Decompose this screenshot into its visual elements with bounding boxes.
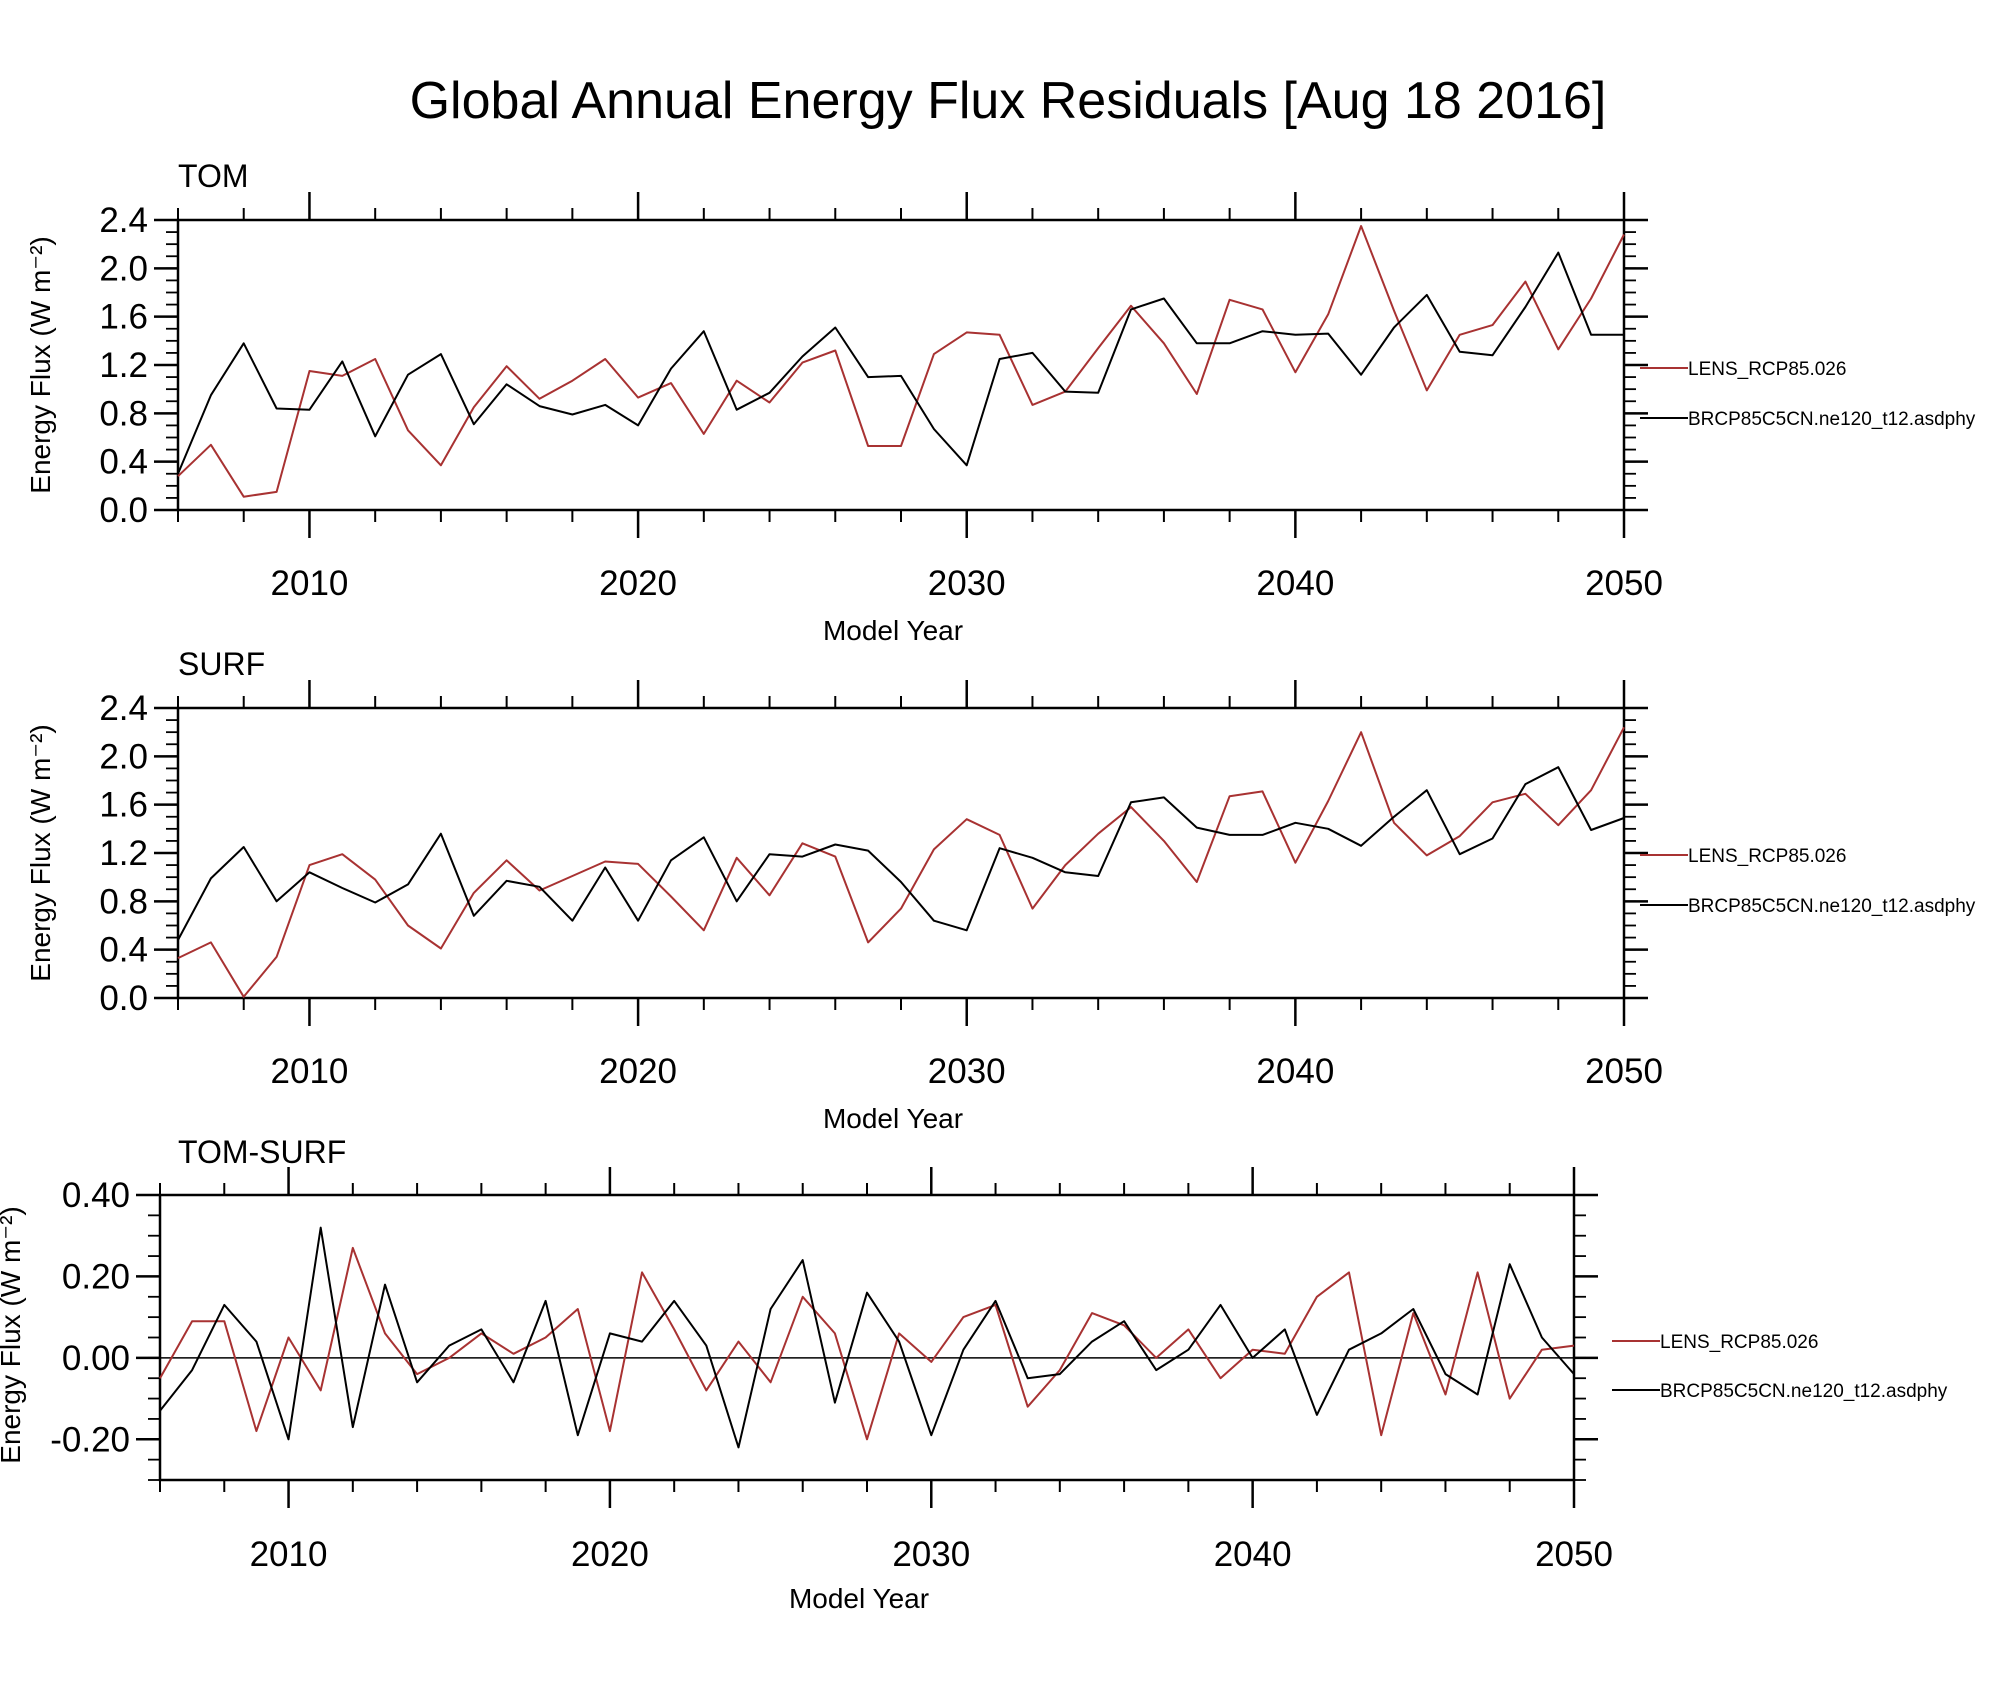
- y-axis-label: Energy Flux (W m⁻²): [0, 1206, 26, 1463]
- y-tick-label: 1.2: [99, 834, 148, 873]
- y-tick-label: 2.0: [99, 249, 148, 288]
- legend-label: BRCP85C5CN.ne120_t12.asdphy: [1660, 1381, 1948, 1402]
- y-tick-label: -0.20: [50, 1420, 130, 1459]
- x-tick-label: 2040: [1214, 1535, 1292, 1574]
- x-tick-label: 2010: [271, 1052, 349, 1091]
- y-tick-label: 0.00: [62, 1339, 130, 1378]
- x-axis-label: Model Year: [823, 615, 963, 646]
- x-axis-label: Model Year: [823, 1103, 963, 1134]
- y-tick-label: 2.4: [99, 689, 148, 728]
- y-tick-label: 1.6: [99, 786, 148, 825]
- legend-label: LENS_RCP85.026: [1660, 1332, 1818, 1353]
- x-tick-label: 2050: [1585, 1052, 1663, 1091]
- y-tick-label: 2.4: [99, 201, 148, 240]
- y-tick-label: 0.0: [99, 491, 148, 530]
- x-tick-label: 2030: [928, 564, 1006, 603]
- legend-label: LENS_RCP85.026: [1688, 359, 1846, 380]
- y-tick-label: 0.4: [99, 931, 148, 970]
- y-tick-label: 2.0: [99, 737, 148, 776]
- x-tick-label: 2030: [892, 1535, 970, 1574]
- x-tick-label: 2020: [599, 564, 677, 603]
- legend-label: LENS_RCP85.026: [1688, 846, 1846, 867]
- panel-title: SURF: [178, 646, 265, 682]
- y-tick-label: 0.4: [99, 443, 148, 482]
- x-tick-label: 2040: [1256, 564, 1334, 603]
- x-tick-label: 2050: [1535, 1535, 1613, 1574]
- panel-title: TOM: [178, 158, 249, 194]
- series-line-brcp85: [159, 1226, 1575, 1449]
- panels: TOM 2010 2020 2030 2040 2050 0.0 0.4 0.8 1.2 1.6 2.…: [0, 158, 1976, 1614]
- series-line-brcp85: [177, 766, 1625, 941]
- plot-frame: [176, 218, 1626, 512]
- series-line-lens: [177, 726, 1625, 998]
- series-line-lens: [159, 1246, 1575, 1441]
- panel-tom-surf: TOM-SURF 2010 2020 2030 2040 2050 -0.20 0.00 0.2…: [0, 1134, 1948, 1614]
- figure-title: Global Annual Energy Flux Residuals [Aug…: [410, 72, 1607, 130]
- legend-label: BRCP85C5CN.ne120_t12.asdphy: [1688, 409, 1976, 430]
- x-tick-label: 2050: [1585, 564, 1663, 603]
- y-tick-label: 1.6: [99, 298, 148, 337]
- y-tick-label: 0.8: [99, 882, 148, 921]
- x-tick-label: 2010: [250, 1535, 328, 1574]
- y-tick-label: 0.40: [62, 1176, 130, 1215]
- series-line-lens: [177, 225, 1625, 498]
- panel-tom: TOM 2010 2020 2030 2040 2050 0.0 0.4 0.8 1.2 1.6 2.…: [25, 158, 1976, 646]
- y-tick-label: 0.8: [99, 394, 148, 433]
- y-tick-label: 1.2: [99, 346, 148, 385]
- series-line-brcp85: [177, 251, 1624, 475]
- y-axis-label: Energy Flux (W m⁻²): [25, 236, 56, 493]
- x-axis-label: Model Year: [789, 1583, 929, 1614]
- panel-surf: SURF 2010 2020 2030 2040 2050 0.0 0.4 0.8 1.2 1.6 2…: [25, 646, 1976, 1134]
- plot-frame: [176, 706, 1626, 1000]
- x-tick-label: 2020: [599, 1052, 677, 1091]
- y-axis-label: Energy Flux (W m⁻²): [25, 724, 56, 981]
- y-tick-label: 0.20: [62, 1257, 130, 1296]
- legend-label: BRCP85C5CN.ne120_t12.asdphy: [1688, 896, 1976, 917]
- x-tick-label: 2030: [928, 1052, 1006, 1091]
- y-tick-label: 0.0: [99, 979, 148, 1018]
- x-tick-label: 2010: [271, 564, 349, 603]
- x-tick-label: 2020: [571, 1535, 649, 1574]
- x-tick-label: 2040: [1256, 1052, 1334, 1091]
- panel-title: TOM-SURF: [178, 1134, 346, 1170]
